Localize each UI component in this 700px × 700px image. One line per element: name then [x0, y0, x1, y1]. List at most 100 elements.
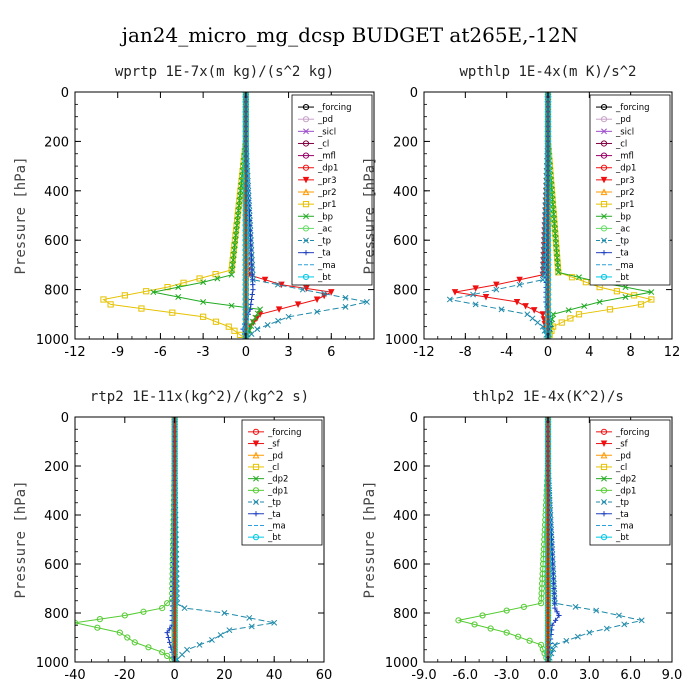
data-point — [552, 617, 559, 623]
legend-label: _ma — [317, 261, 336, 271]
legend-item: _dp1 — [248, 486, 288, 496]
legend-label: _dp2 — [267, 475, 288, 485]
data-point — [342, 294, 349, 301]
data-point — [530, 307, 538, 314]
data-point — [264, 322, 271, 328]
data-point — [226, 627, 233, 634]
data-point — [100, 296, 107, 303]
legend-marker — [600, 152, 608, 159]
data-point — [164, 630, 170, 636]
legend-marker — [600, 451, 608, 459]
data-point — [212, 318, 220, 325]
legend-label: _tp — [267, 498, 281, 508]
data-point — [234, 212, 241, 219]
legend-marker — [600, 440, 608, 448]
series-line — [102, 92, 247, 339]
x-tick-label: 0 — [170, 668, 178, 683]
data-point — [552, 605, 558, 611]
legend-label: _bt — [317, 273, 332, 283]
data-point — [487, 625, 494, 632]
data-point — [169, 309, 176, 316]
data-point — [515, 633, 522, 640]
data-point — [200, 298, 207, 305]
data-point — [549, 622, 555, 628]
data-point — [231, 247, 238, 254]
data-point — [613, 288, 620, 295]
legend-label: _ma — [267, 521, 286, 531]
data-point — [228, 271, 235, 278]
legend-item: _tp — [248, 498, 281, 508]
data-point — [248, 252, 254, 258]
data-point — [552, 230, 559, 237]
series-tp — [446, 92, 551, 339]
legend-item: _ta — [596, 249, 629, 259]
legend-label: _cl — [615, 139, 627, 149]
legend-item: _ac — [596, 224, 630, 234]
legend-item: _bt — [596, 273, 630, 283]
data-point — [550, 201, 556, 208]
data-point — [237, 331, 244, 338]
data-point — [214, 275, 221, 282]
x-tick-label: -12 — [64, 345, 85, 360]
data-point — [606, 306, 614, 313]
legend-marker — [600, 140, 608, 147]
legend-marker — [302, 273, 310, 281]
series-line — [75, 417, 176, 662]
data-point — [181, 605, 188, 612]
data-point — [552, 600, 558, 606]
x-tick-label: 0.0 — [538, 668, 559, 683]
data-point — [236, 197, 243, 204]
figure-title: jan24_micro_mg_dcsp BUDGET at265E,-12N — [120, 23, 578, 47]
y-tick-label: 1000 — [385, 333, 418, 348]
panel-title: wpthlp 1E-4x(m K)/s^2 — [459, 64, 636, 80]
data-point — [250, 318, 256, 325]
data-point — [275, 306, 283, 313]
x-tick-label: 8 — [627, 345, 635, 360]
data-point — [551, 595, 558, 601]
legend-label: _bp — [317, 212, 333, 222]
legend-item: _pr2 — [596, 188, 635, 198]
data-point — [553, 249, 560, 256]
data-point — [231, 242, 238, 249]
data-point — [249, 277, 256, 283]
legend-label: _sicl — [317, 127, 336, 137]
x-tick-label: -4 — [500, 345, 513, 360]
data-point — [208, 636, 215, 643]
data-point — [472, 301, 479, 308]
data-point — [233, 222, 240, 229]
legend-label: _pd — [267, 451, 283, 461]
legend-label: _dp1 — [267, 486, 288, 496]
data-point — [516, 276, 523, 284]
legend-marker — [302, 152, 310, 159]
series-dp1 — [455, 417, 552, 662]
data-point — [526, 637, 533, 644]
legend: _forcing _sf_pd _cl _dp2_dp1 _tp _ta_ma _bt — [589, 419, 671, 546]
x-tick-label: -3 — [197, 345, 210, 360]
data-point — [234, 217, 241, 224]
x-tick-label: -8 — [459, 345, 472, 360]
legend-item: _ta — [248, 510, 281, 520]
data-point — [184, 646, 191, 653]
data-point — [596, 298, 603, 305]
legend: _forcing _sf_pd _cl _dp2_dp1 _tp _ta_ma _bt — [241, 419, 323, 546]
data-point — [96, 616, 104, 623]
legend-marker — [302, 176, 310, 184]
legend-marker — [302, 201, 310, 208]
data-point — [603, 625, 610, 632]
legend-marker — [600, 116, 608, 123]
panel-title: thlp2 1E-4x(K^2)/s — [472, 389, 624, 405]
legend-item: _pd — [298, 115, 333, 125]
data-point — [143, 288, 150, 295]
y-tick-label: 600 — [393, 234, 418, 249]
data-point — [124, 634, 131, 641]
data-point — [254, 326, 261, 333]
legend-item: _bt — [596, 533, 630, 543]
data-point — [567, 315, 574, 322]
legend-label: _pd — [615, 451, 631, 461]
legend-label: _forcing — [615, 428, 650, 438]
legend-marker — [600, 176, 608, 184]
legend-label: _pd — [615, 115, 631, 125]
y-tick-label: 800 — [44, 284, 69, 299]
x-tick-label: 12 — [664, 345, 681, 360]
legend-marker — [600, 225, 608, 232]
